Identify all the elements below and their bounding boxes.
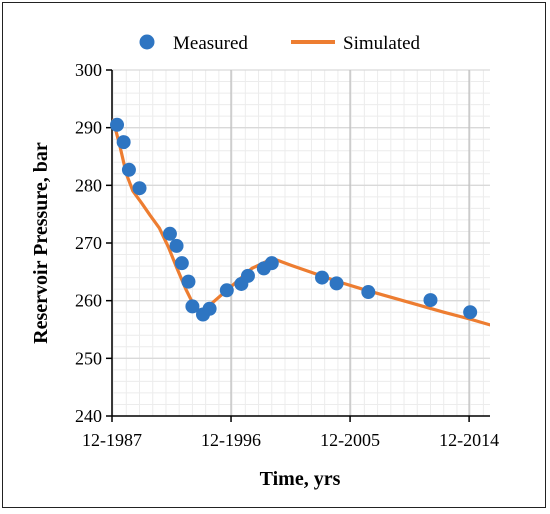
chart-svg: 240 250 260 270 280 290 300 12-1987 12-1996 12-20…	[30, 33, 499, 490]
y-tick-label: 260	[75, 291, 102, 311]
chart-frame: 240 250 260 270 280 290 300 12-1987 12-1996 12-20…	[2, 2, 546, 508]
measured-point	[132, 181, 147, 196]
measured-point	[162, 226, 177, 241]
measured-point	[169, 238, 184, 253]
x-tick-label: 12-1996	[201, 430, 261, 450]
x-tick-label: 12-1987	[82, 430, 142, 450]
legend-simulated-label: Simulated	[343, 33, 421, 54]
measured-point	[121, 162, 136, 177]
y-tick-label: 300	[75, 60, 102, 80]
x-tick-label: 12-2014	[439, 430, 499, 450]
measured-point	[219, 283, 234, 298]
legend-measured-marker	[139, 34, 155, 50]
x-axis-title: Time, yrs	[260, 468, 341, 490]
y-axis-title: Reservoir Pressure, bar	[30, 142, 52, 344]
measured-point	[174, 256, 189, 271]
y-tick-label: 280	[75, 175, 102, 195]
measured-point	[423, 293, 438, 308]
measured-point	[329, 276, 344, 291]
legend-measured-label: Measured	[173, 33, 248, 54]
measured-point	[264, 256, 279, 271]
measured-point	[315, 270, 330, 285]
y-tick-label: 240	[75, 406, 102, 426]
y-tick-label: 250	[75, 348, 102, 368]
measured-point	[240, 268, 255, 283]
measured-point	[110, 117, 125, 132]
legend: Measured Simulated	[139, 33, 421, 54]
measured-point	[202, 301, 217, 316]
grid	[111, 69, 490, 417]
measured-point	[116, 135, 131, 150]
y-tick-label: 270	[75, 233, 102, 253]
measured-point	[361, 285, 376, 300]
measured-point	[463, 305, 478, 320]
x-tick-label: 12-2005	[320, 430, 380, 450]
measured-point	[185, 299, 200, 314]
y-tick-label: 290	[75, 118, 102, 138]
plot-area	[110, 117, 490, 327]
measured-point	[181, 274, 196, 289]
